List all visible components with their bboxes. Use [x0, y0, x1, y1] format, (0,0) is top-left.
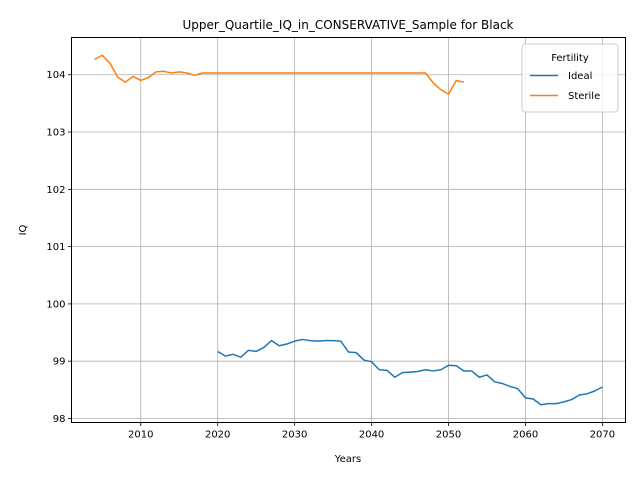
y-tick-label: 98: [53, 414, 66, 425]
x-axis: 2010 2020 2030 2040 2050 2060 2070: [128, 422, 615, 441]
x-axis-label: Years: [334, 454, 361, 465]
y-tick-label: 100: [46, 299, 65, 310]
plot-frame: [71, 37, 626, 423]
y-axis: 98 99 100 101 102 103 104: [46, 70, 72, 425]
chart-title: Upper_Quartile_IQ_in_CONSERVATIVE_Sample…: [182, 18, 513, 32]
legend-label-sterile: Sterile: [568, 91, 600, 102]
y-tick-label: 101: [46, 242, 65, 253]
legend-label-ideal: Ideal: [568, 71, 592, 82]
x-tick-label: 2030: [282, 430, 307, 441]
y-tick-label: 102: [46, 185, 65, 196]
x-tick-label: 2010: [128, 430, 153, 441]
x-tick-label: 2050: [436, 430, 461, 441]
x-tick-label: 2020: [205, 430, 230, 441]
series-line-ideal: [217, 338, 603, 406]
legend: Fertility Ideal Sterile: [521, 43, 619, 113]
legend-title: Fertility: [551, 53, 589, 64]
x-tick-label: 2040: [359, 430, 384, 441]
x-tick-label: 2060: [513, 430, 538, 441]
series-line-sterile: [94, 54, 465, 95]
series-lines: [94, 54, 603, 406]
grid-lines: [71, 37, 626, 423]
y-tick-label: 104: [46, 70, 65, 81]
y-axis-label: IQ: [18, 224, 29, 235]
y-tick-label: 99: [53, 357, 66, 368]
x-tick-label: 2070: [590, 430, 615, 441]
y-tick-label: 103: [46, 128, 65, 139]
